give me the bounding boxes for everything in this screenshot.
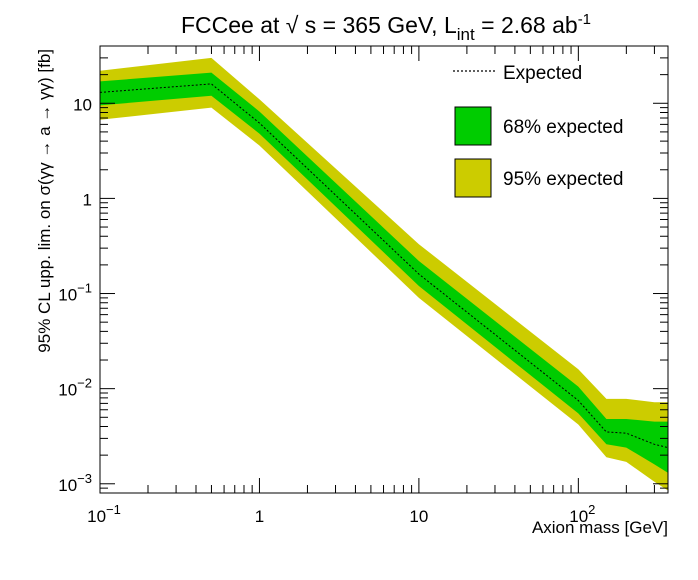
- lines-layer: [99, 83, 669, 449]
- x-tick-label: 1: [255, 507, 264, 526]
- y-tick-label: 10−3: [58, 471, 92, 495]
- x-tick-label: 102: [569, 502, 595, 526]
- band-68-expected: [100, 72, 668, 473]
- y-tick-label: 10: [73, 95, 92, 114]
- legend-68-label: 68% expected: [503, 117, 623, 138]
- x-tick-label: 10: [409, 507, 428, 526]
- chart-title: FCCee at √ s = 365 GeV, Lint = 2.68 ab-1: [181, 11, 591, 44]
- y-tick-label: 10−2: [58, 376, 92, 400]
- bands-layer: [100, 57, 668, 491]
- legend-95-swatch: [454, 158, 492, 198]
- legend-68-swatch: [454, 106, 492, 146]
- legend: Expected 68% expected 95% expected: [453, 63, 623, 198]
- y-tick-label: 10−1: [58, 281, 92, 305]
- tick-labels-layer: 10−1 1 10 102 10−3 10−2 10−1 1 10: [58, 95, 595, 526]
- x-axis-label: Axion mass [GeV]: [532, 518, 668, 537]
- ticks-layer: [99, 45, 668, 494]
- x-tick-label: 10−1: [87, 502, 121, 526]
- y-tick-label: 1: [83, 190, 92, 209]
- expected-line: [99, 83, 669, 449]
- legend-95-label: 95% expected: [503, 169, 623, 190]
- legend-expected-label: Expected: [503, 63, 582, 84]
- y-axis-label: 95% CL upp. lim. on σ(γγ → a → γγ) [fb]: [35, 49, 54, 353]
- band-95-expected: [100, 57, 668, 491]
